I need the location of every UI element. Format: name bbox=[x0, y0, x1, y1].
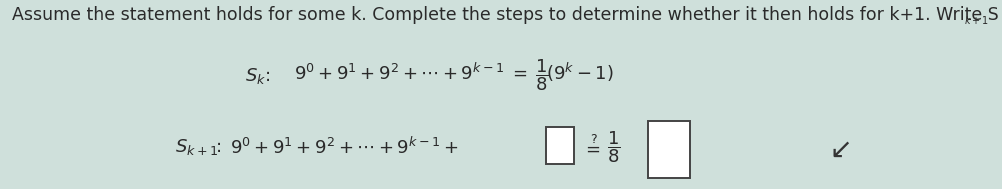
Text: $9^0+9^1+9^2+\cdots+9^{k-1}\;=\;\dfrac{1}{8}\!\left(9^k-1\right)$: $9^0+9^1+9^2+\cdots+9^{k-1}\;=\;\dfrac{1… bbox=[294, 58, 613, 93]
Text: $\nearrow$: $\nearrow$ bbox=[832, 133, 859, 161]
Text: $_{k+1}$: $_{k+1}$ bbox=[964, 13, 989, 27]
Text: $9^0+9^1+9^2+\cdots+9^{k-1}+$: $9^0+9^1+9^2+\cdots+9^{k-1}+$ bbox=[230, 137, 459, 158]
Text: $\dfrac{1}{8}$: $\dfrac{1}{8}$ bbox=[607, 130, 620, 165]
FancyBboxPatch shape bbox=[546, 127, 574, 164]
Text: Assume the statement holds for some k. Complete the steps to determine whether i: Assume the statement holds for some k. C… bbox=[12, 6, 999, 24]
Text: $S_k\!:$: $S_k\!:$ bbox=[245, 66, 272, 86]
Text: $S_{k+1}\!\!:$: $S_{k+1}\!\!:$ bbox=[175, 137, 221, 157]
Text: $\overset{?}{=}$: $\overset{?}{=}$ bbox=[582, 137, 601, 157]
FancyBboxPatch shape bbox=[648, 121, 690, 178]
